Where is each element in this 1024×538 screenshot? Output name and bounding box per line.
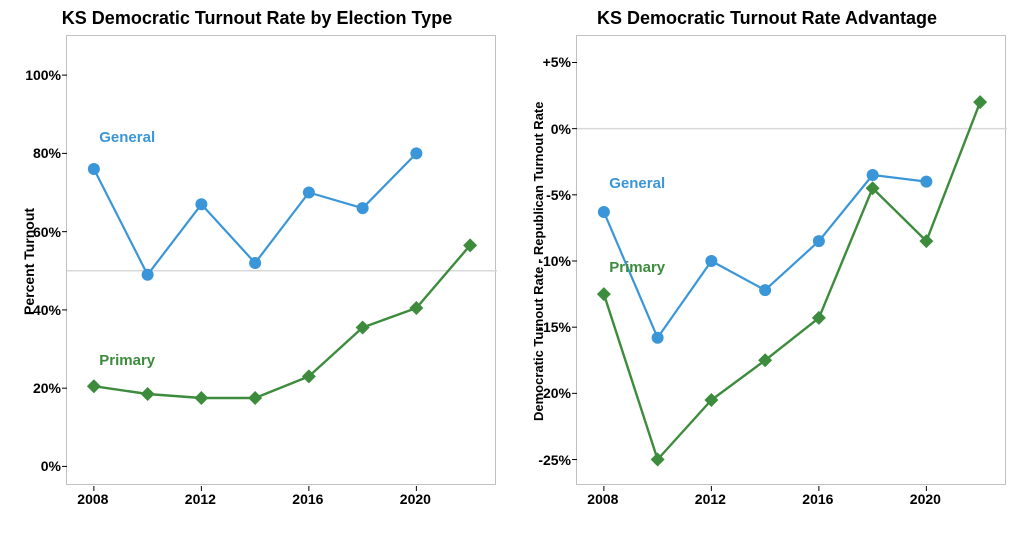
series-marker-general [88, 163, 100, 175]
y-tick-label: -5% [546, 187, 577, 203]
series-label-primary: Primary [99, 352, 155, 369]
series-label-primary: Primary [609, 259, 665, 276]
series-marker-primary [141, 387, 155, 401]
series-marker-general [142, 269, 154, 281]
x-tick-label: 2008 [77, 491, 108, 507]
chart-svg [67, 36, 497, 486]
y-axis-label: Percent Turnout [21, 207, 37, 314]
series-marker-general [249, 257, 261, 269]
y-tick-label: 40% [33, 302, 67, 318]
x-tick-label: 2016 [802, 491, 833, 507]
series-line-primary [604, 102, 980, 459]
x-tick-label: 2020 [400, 491, 431, 507]
left-chart: KS Democratic Turnout Rate by Election T… [8, 8, 506, 528]
x-tick-label: 2008 [587, 491, 618, 507]
right-chart: KS Democratic Turnout Rate Advantage -25%… [518, 8, 1016, 528]
chart-title: KS Democratic Turnout Rate Advantage [518, 8, 1016, 29]
series-line-general [94, 153, 417, 274]
plot-area: 0%20%40%60%80%100%Percent TurnoutGeneral… [66, 35, 496, 485]
y-tick-label: 20% [33, 380, 67, 396]
series-marker-primary [248, 391, 262, 405]
series-marker-general [867, 169, 879, 181]
y-axis-label: Democratic Turnout Rate - Republican Tur… [531, 101, 546, 420]
series-marker-general [195, 198, 207, 210]
series-marker-general [598, 206, 610, 218]
charts-container: KS Democratic Turnout Rate by Election T… [8, 8, 1016, 530]
y-tick-label: +5% [543, 54, 577, 70]
series-label-general: General [99, 129, 155, 146]
series-marker-primary [87, 379, 101, 393]
y-tick-label: 100% [25, 67, 67, 83]
x-tick-label: 2020 [910, 491, 941, 507]
series-marker-primary [597, 287, 611, 301]
series-marker-general [705, 255, 717, 267]
y-tick-label: -25% [538, 452, 577, 468]
y-tick-label: 0% [551, 121, 577, 137]
x-tick-label: 2016 [292, 491, 323, 507]
series-line-primary [94, 245, 470, 398]
series-marker-general [357, 202, 369, 214]
x-tick-label: 2012 [185, 491, 216, 507]
plot-area: -25%-20%-15%-10%-5%0%+5%Democratic Turno… [576, 35, 1006, 485]
chart-title: KS Democratic Turnout Rate by Election T… [8, 8, 506, 29]
y-tick-label: 60% [33, 224, 67, 240]
x-tick-label: 2012 [695, 491, 726, 507]
series-marker-general [410, 147, 422, 159]
series-marker-general [652, 332, 664, 344]
series-marker-general [920, 176, 932, 188]
y-tick-label: 0% [41, 458, 67, 474]
series-label-general: General [609, 175, 665, 192]
series-marker-general [759, 284, 771, 296]
series-marker-general [303, 187, 315, 199]
series-marker-primary [194, 391, 208, 405]
series-marker-primary [973, 95, 987, 109]
series-line-general [604, 175, 927, 338]
y-tick-label: 80% [33, 145, 67, 161]
series-marker-general [813, 235, 825, 247]
